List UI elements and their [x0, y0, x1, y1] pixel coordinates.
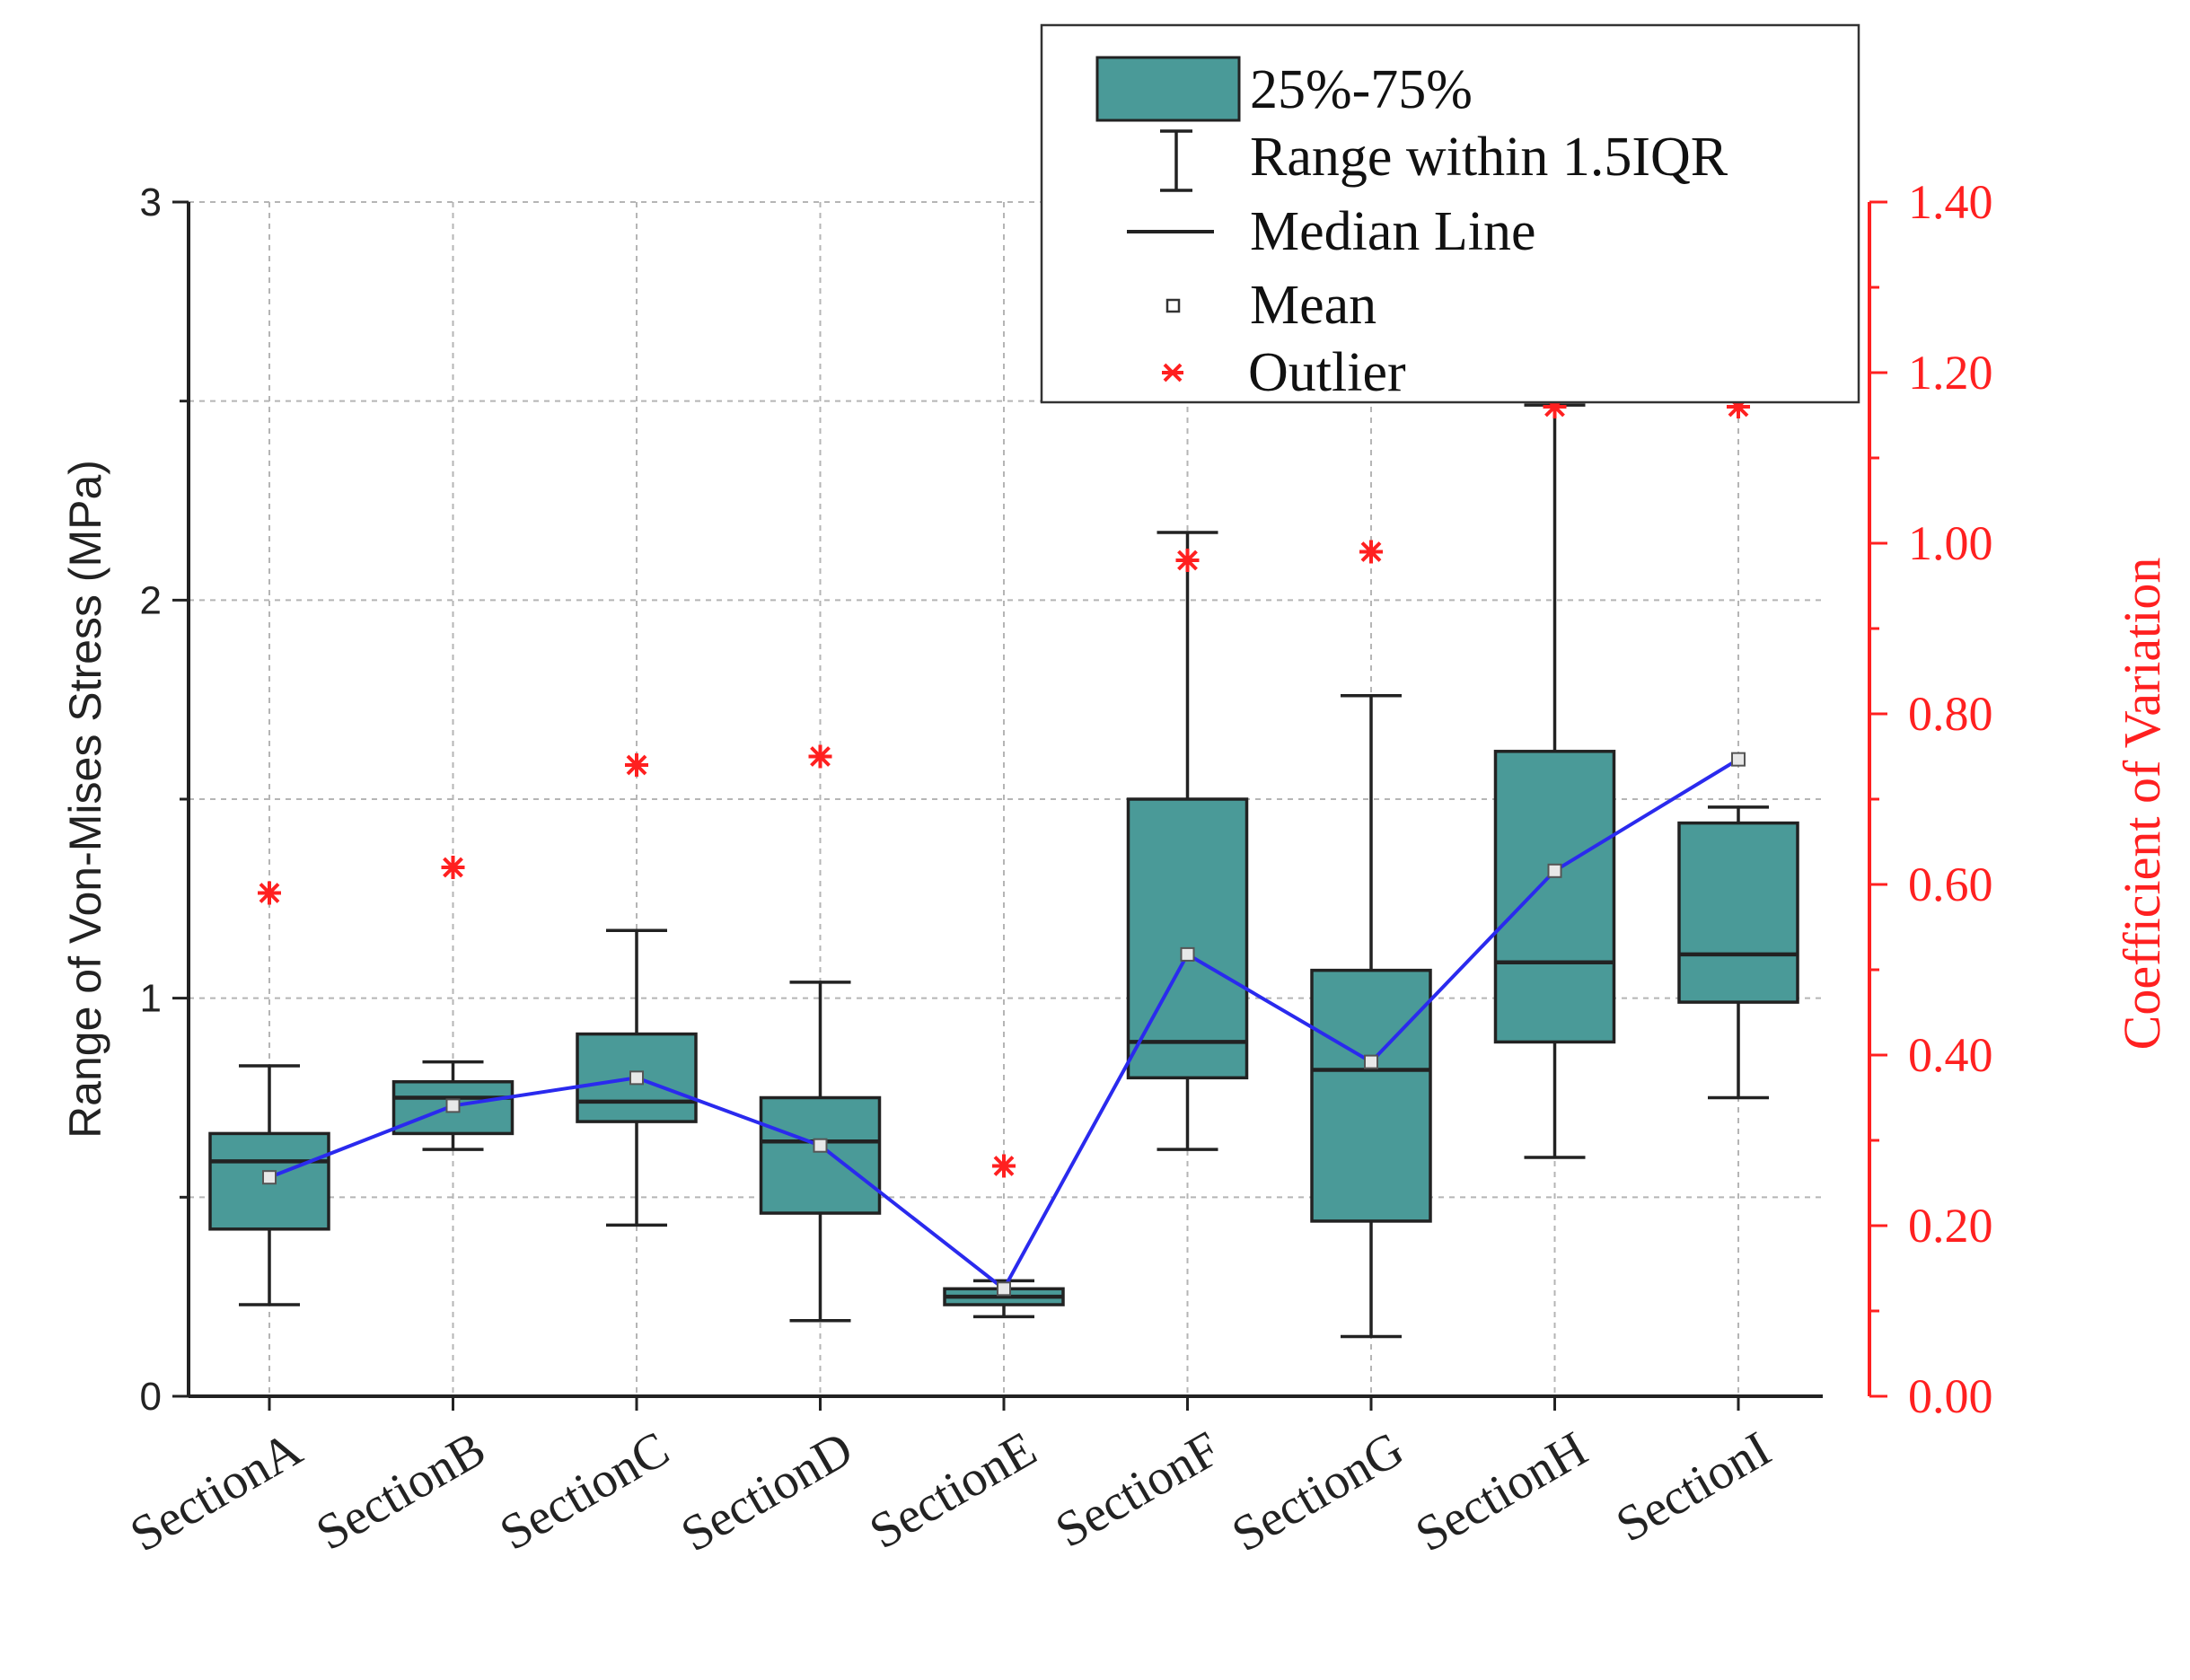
- mean-marker: [1364, 1054, 1378, 1069]
- iqr-box: [759, 1095, 882, 1215]
- legend-label-box: 25%-75%: [1250, 59, 1473, 120]
- box-SectionG: [1310, 693, 1432, 1339]
- y-tick-label-right: 1.00: [1908, 516, 1993, 570]
- y-tick-label-right: 0.40: [1908, 1028, 1993, 1082]
- category-label: SectionE: [860, 1421, 1045, 1561]
- outlier-marker: [625, 753, 648, 777]
- category-label: SectionF: [1047, 1421, 1229, 1559]
- outlier-marker: [808, 744, 832, 769]
- category-label: SectionH: [1407, 1421, 1596, 1563]
- mean-marker: [1731, 752, 1746, 767]
- mean-marker: [445, 1098, 461, 1113]
- iqr-box: [1126, 797, 1249, 1080]
- y-tick-label: 2: [140, 578, 162, 622]
- y-tick-label-right: 0.20: [1908, 1199, 1993, 1253]
- y-tick-label-right: 1.40: [1908, 175, 1993, 229]
- left-y-ticks: 0 1 2 3: [140, 180, 1740, 1419]
- outlier-marker: [1359, 540, 1383, 564]
- box-SectionA: [208, 1064, 330, 1306]
- mean-marker: [997, 1281, 1011, 1297]
- y-axis-label-right: Coefficient of Variation: [2113, 558, 2171, 1051]
- y-tick-label: 3: [140, 180, 162, 224]
- legend-range-swatch: [1160, 129, 1192, 192]
- right-y-ticks: 0.00 0.20 0.40 0.60 0.80 1.00 1.20 1.40: [1869, 175, 1993, 1423]
- legend-box-swatch: [1095, 56, 1241, 122]
- mean-marker: [1547, 863, 1562, 878]
- mean-marker: [262, 1170, 277, 1185]
- legend-outlier-swatch: [1162, 363, 1183, 383]
- mean-marker: [813, 1138, 828, 1153]
- mean-marker: [629, 1070, 644, 1086]
- mean-line: [262, 752, 1746, 1297]
- outlier-marker: [441, 856, 465, 879]
- category-label: SectionG: [1223, 1421, 1412, 1563]
- iqr-box: [1493, 750, 1616, 1044]
- y-tick-label: 0: [140, 1375, 162, 1419]
- y-axis-label: Range of Von-Mises Stress (MPa): [60, 460, 110, 1139]
- legend-label-mean: Mean: [1250, 275, 1376, 336]
- legend-label-outlier: Outlier: [1248, 342, 1406, 403]
- box-SectionD: [759, 981, 882, 1323]
- mean-marker: [1180, 946, 1195, 962]
- box-SectionI: [1677, 805, 1799, 1100]
- box-SectionH: [1493, 403, 1616, 1159]
- outlier-marker: [1175, 549, 1200, 572]
- category-label: SectionB: [307, 1421, 495, 1561]
- category-label: SectionC: [491, 1421, 679, 1561]
- y-tick-label-right: 1.20: [1908, 346, 1993, 400]
- legend: 25%-75% Range within 1.5IQR Median Line …: [1040, 23, 1860, 404]
- boxes: [208, 403, 1799, 1339]
- iqr-box: [1677, 821, 1799, 1004]
- y-tick-label-right: 0.60: [1908, 858, 1993, 911]
- y-tick-label-right: 0.80: [1908, 687, 1993, 741]
- y-tick-label-right: 0.00: [1908, 1369, 1993, 1423]
- y-tick-label: 1: [140, 977, 162, 1021]
- iqr-box: [1310, 968, 1432, 1223]
- outlier-marker: [992, 1154, 1016, 1178]
- category-label: SectionA: [121, 1421, 312, 1562]
- legend-label-median: Median Line: [1250, 201, 1536, 262]
- category-label: SectionD: [673, 1421, 862, 1563]
- box-SectionF: [1126, 531, 1249, 1151]
- outlier-marker: [258, 881, 281, 905]
- category-label: SectionI: [1607, 1421, 1781, 1553]
- legend-label-range: Range within 1.5IQR: [1250, 127, 1728, 188]
- category-labels: SectionASectionBSectionCSectionDSectionE…: [121, 1421, 1780, 1562]
- legend-mean-swatch: [1165, 298, 1181, 313]
